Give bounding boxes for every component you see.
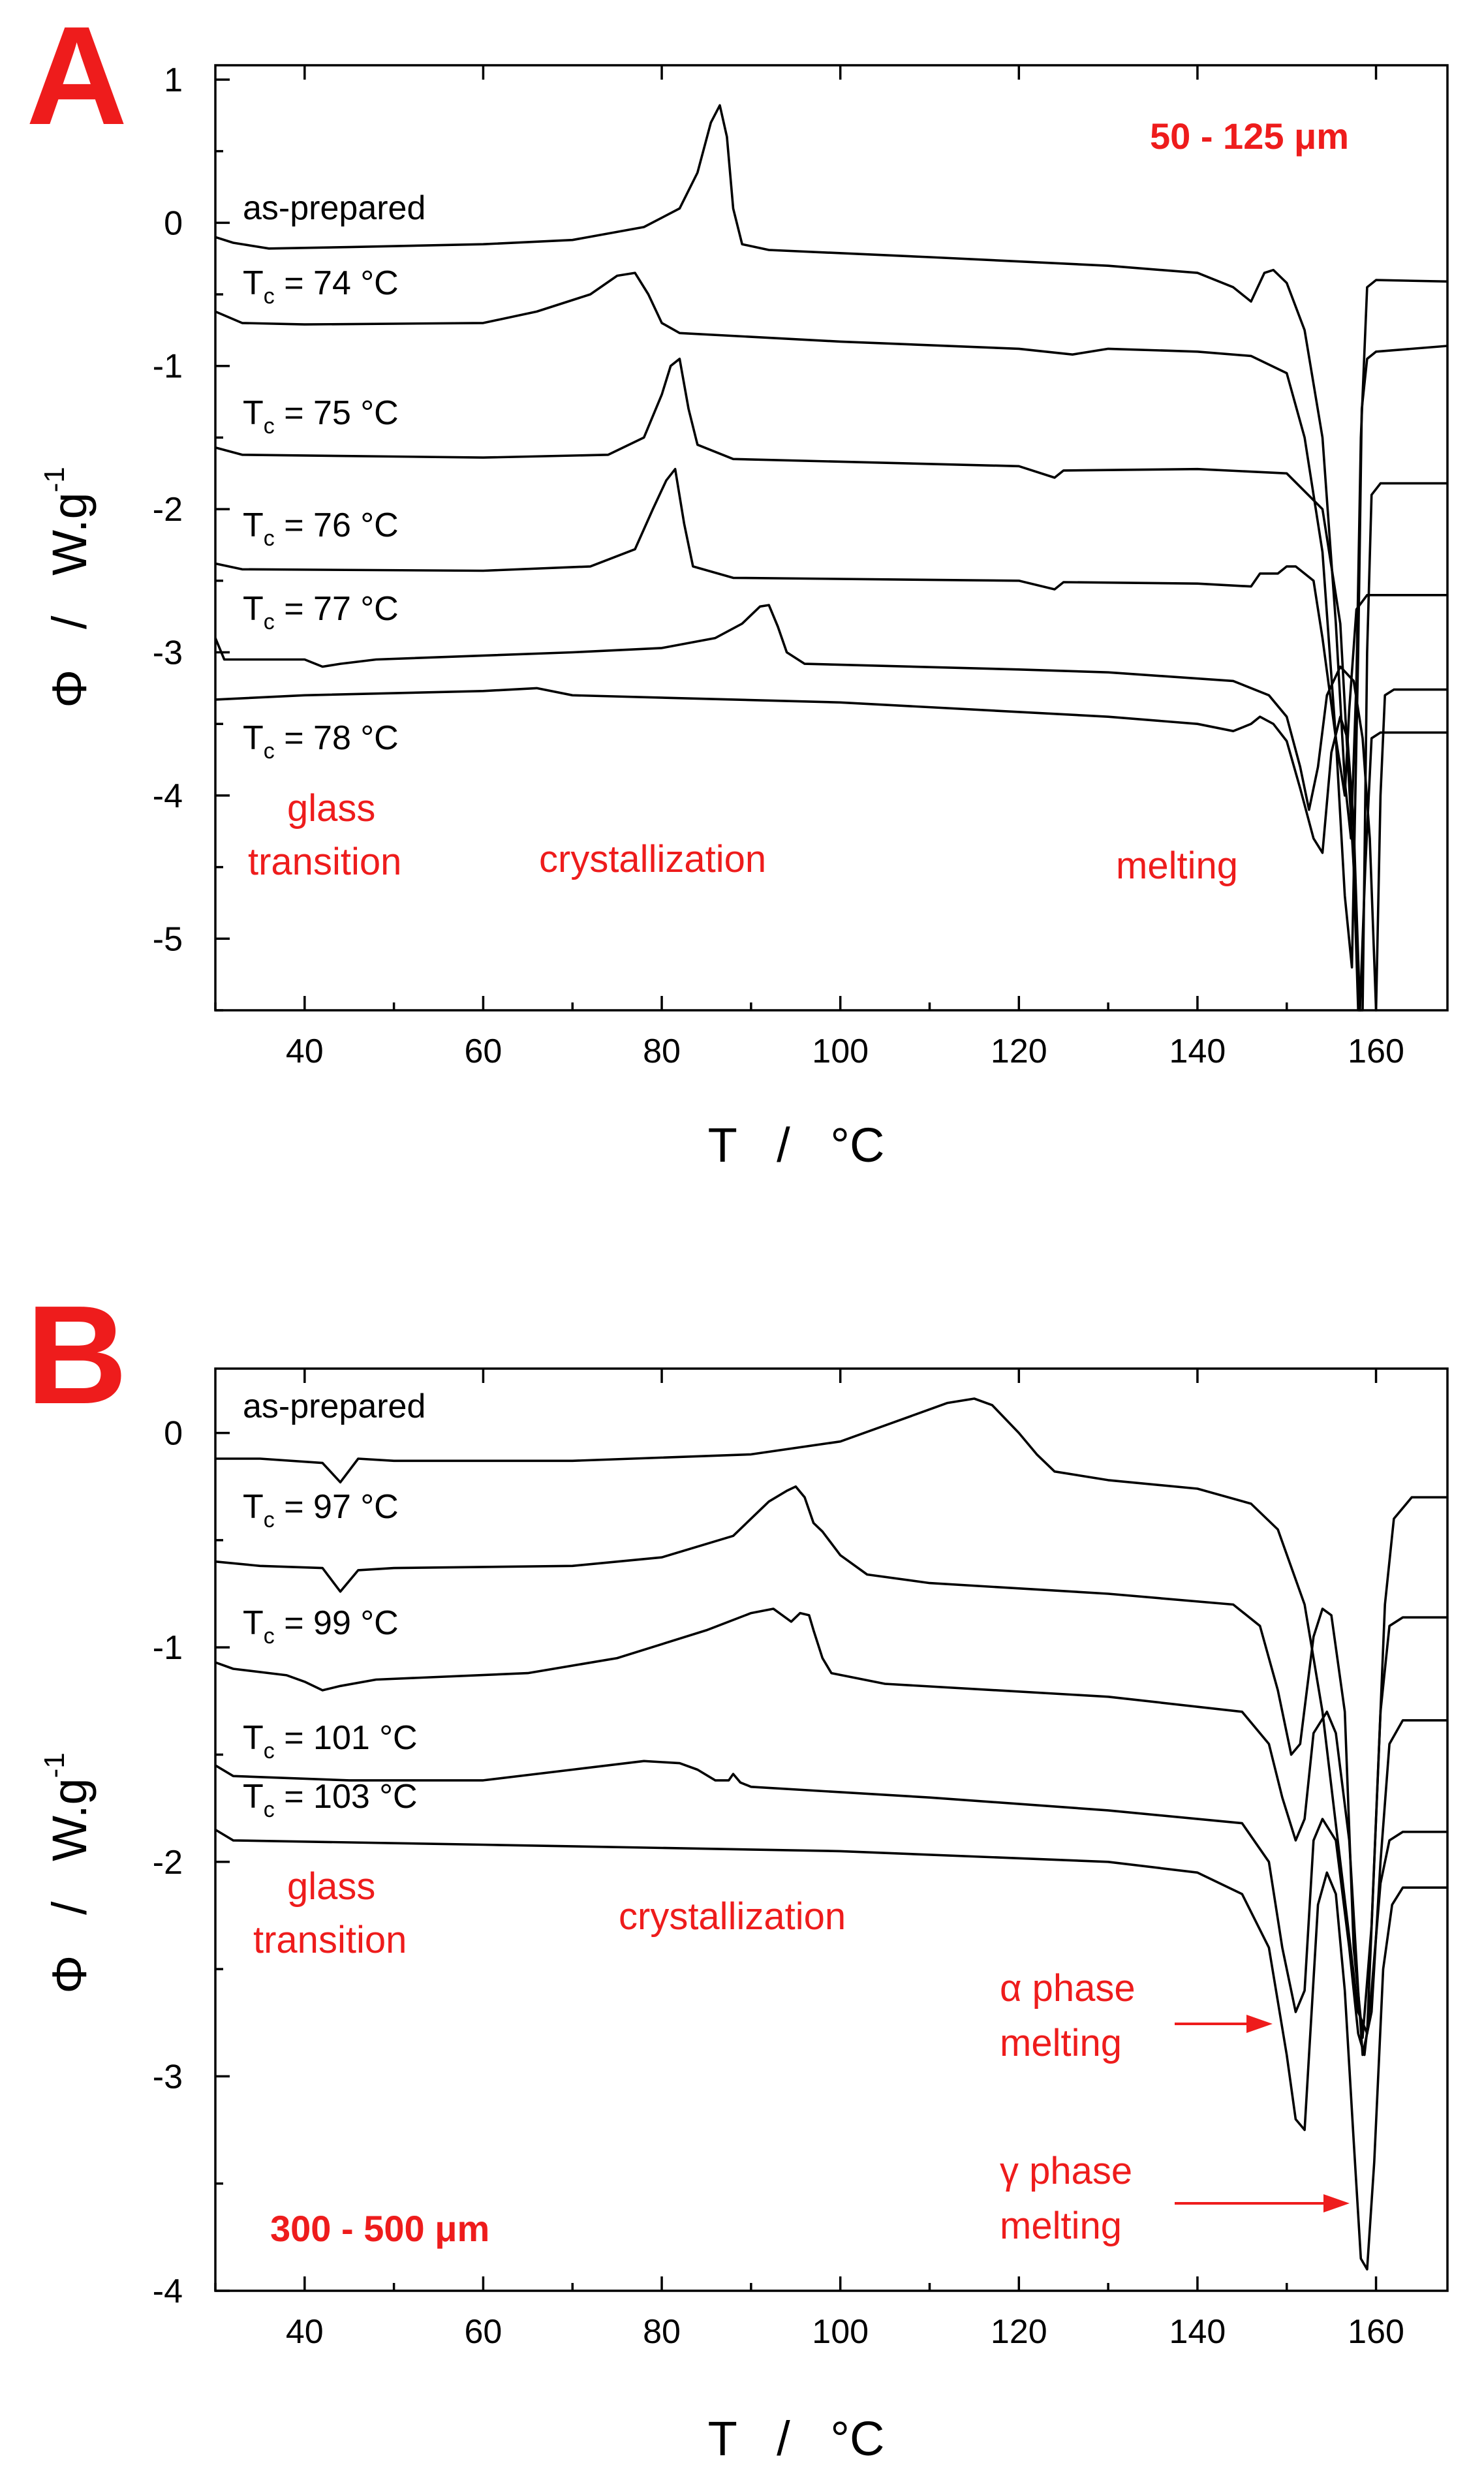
b-annotation-gamma-phase: γ phase: [1000, 2150, 1132, 2192]
a-label-tc76: Tc = 76 °C: [243, 506, 399, 551]
b-x-tick-label: 80: [643, 2313, 681, 2351]
b-series-line-4: [215, 1828, 1447, 2271]
a-annotation-melting: melting: [1116, 845, 1238, 887]
panel-a-ticks: 40 60 80 100 120 140 160 1 0 -1 -2 -3 -4 -5: [153, 61, 1404, 1070]
a-annotation-crystallization: crystallization: [539, 838, 766, 880]
b-label-as-prepared: as-prepared: [243, 1388, 425, 1425]
b-y-tick-label: -1: [153, 1629, 183, 1667]
a-series-line-4: [214, 604, 1447, 1012]
b-x-tick-label: 40: [286, 2313, 324, 2351]
a-y-tick-label: 1: [164, 61, 183, 99]
a-x-tick-label: 100: [812, 1032, 869, 1070]
panel-b-ticks: 40 60 80 100 120 140 160 0 -1 -2 -3 -4: [153, 1369, 1404, 2351]
a-annotation-glass: glass: [287, 787, 375, 830]
a-x-tick-label: 140: [1169, 1032, 1226, 1070]
gamma-melting-arrow: [1175, 2194, 1350, 2212]
a-x-tick-label: 80: [643, 1032, 681, 1070]
a-x-tick-label: 160: [1348, 1032, 1404, 1070]
b-annotation-glass: glass: [287, 1865, 375, 1908]
a-x-tick-label: 60: [465, 1032, 502, 1070]
a-label-tc77: Tc = 77 °C: [243, 590, 399, 634]
b-series-line-3: [215, 1760, 1447, 2056]
a-y-tick-label: -2: [153, 491, 183, 529]
a-y-tick-label: -4: [153, 777, 183, 815]
a-series-line-2: [215, 358, 1447, 1012]
b-size-label: 300 - 500 μm: [270, 2208, 489, 2249]
a-series-line-3: [215, 467, 1447, 797]
b-annotation-transition: transition: [253, 1919, 407, 1961]
b-annotation-alpha-phase: α phase: [1000, 1967, 1136, 2009]
a-y-axis-label: Φ / W.g-1: [39, 467, 97, 708]
panel-b-curves: [215, 1397, 1447, 2271]
b-y-tick-label: -2: [153, 1844, 183, 1882]
a-series-line-1: [215, 272, 1448, 969]
a-label-as-prepared: as-prepared: [243, 189, 425, 227]
a-x-axis-label: T / °C: [708, 1118, 885, 1172]
panel-a-plot-frame: [214, 64, 1449, 1012]
panel-a-curves: [214, 104, 1448, 1012]
a-annotation-transition: transition: [248, 841, 401, 883]
b-annotation-alpha-melting: melting: [1000, 2022, 1122, 2064]
b-annotation-gamma-melting: melting: [1000, 2205, 1122, 2247]
a-y-tick-label: -3: [153, 634, 183, 672]
a-y-tick-label: -1: [153, 348, 183, 386]
b-annotation-crystallization: crystallization: [619, 1895, 846, 1938]
b-x-tick-label: 100: [812, 2313, 869, 2351]
alpha-melting-arrow: [1175, 2015, 1273, 2033]
b-y-tick-label: 0: [164, 1415, 183, 1453]
panel-b: B 40 60 80 100 120 140 160 0 -1 -2 -3 -4 as-prepare…: [26, 1276, 1449, 2466]
a-size-label: 50 - 125 μm: [1150, 116, 1349, 157]
b-y-tick-label: -3: [153, 2058, 183, 2096]
b-label-tc97: Tc = 97 °C: [243, 1488, 399, 1532]
b-series-line-0: [215, 1397, 1447, 2035]
a-y-tick-label: 0: [164, 204, 183, 242]
b-label-tc103: Tc = 103 °C: [243, 1778, 418, 1822]
a-x-tick-label: 40: [286, 1032, 324, 1070]
b-y-tick-label: -4: [153, 2273, 183, 2310]
b-y-axis-label: Φ / W.g-1: [39, 1752, 97, 1994]
panel-a-letter: A: [26, 0, 127, 154]
panel-a: A 40 60 80 100 120 140 160 1 0 -1 -2 -3 -4 -5 as-prep…: [26, 0, 1449, 1172]
b-x-tick-label: 60: [465, 2313, 502, 2351]
b-label-tc101: Tc = 101 °C: [243, 1719, 418, 1763]
b-x-tick-label: 160: [1348, 2313, 1404, 2351]
b-series-line-2: [215, 1607, 1447, 2056]
a-label-tc74: Tc = 74 °C: [243, 264, 399, 309]
b-x-tick-label: 120: [991, 2313, 1047, 2351]
a-label-tc75: Tc = 75 °C: [243, 394, 399, 439]
a-label-tc78: Tc = 78 °C: [243, 719, 399, 764]
b-label-tc99: Tc = 99 °C: [243, 1604, 399, 1649]
a-y-tick-label: -5: [153, 920, 183, 958]
a-x-tick-label: 120: [991, 1032, 1047, 1070]
b-x-axis-label: T / °C: [708, 2412, 885, 2466]
a-series-line-0: [215, 104, 1448, 840]
b-x-tick-label: 140: [1169, 2313, 1226, 2351]
panel-b-letter: B: [26, 1276, 127, 1433]
panel-b-plot-frame: [214, 1367, 1449, 2292]
